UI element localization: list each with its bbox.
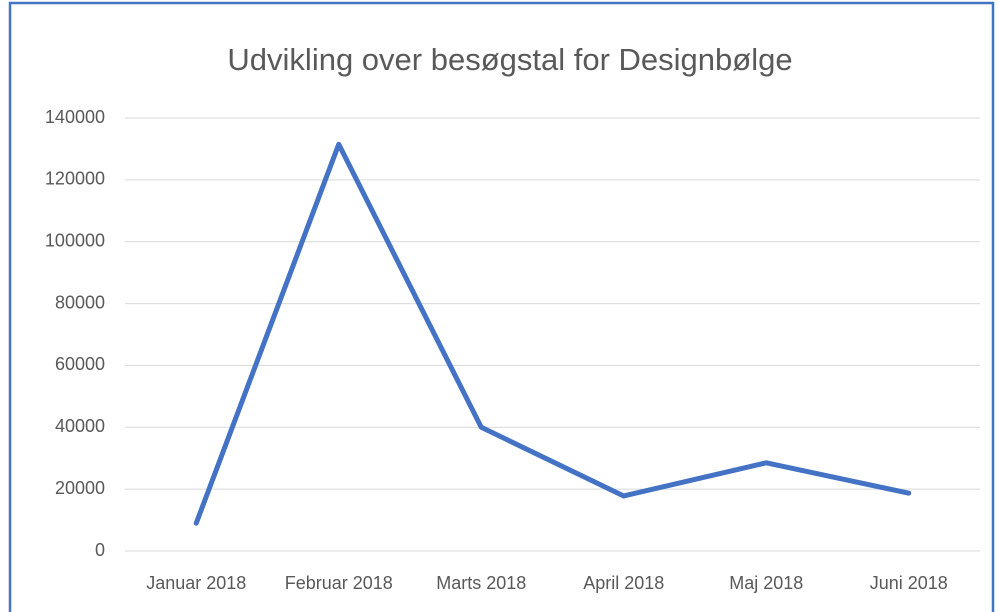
y-tick-label: 120000	[45, 169, 105, 189]
chart-title: Udvikling over besøgstal for Designbølge	[227, 42, 792, 77]
y-tick-label: 20000	[55, 478, 105, 498]
y-tick-label: 60000	[55, 354, 105, 374]
y-tick-label: 40000	[55, 416, 105, 436]
x-tick-label: April 2018	[583, 573, 664, 593]
x-tick-label: Juni 2018	[870, 573, 948, 593]
y-tick-label: 80000	[55, 292, 105, 312]
x-tick-label: Maj 2018	[729, 573, 803, 593]
chart-border	[8, 1, 995, 612]
data-line	[193, 141, 912, 526]
y-tick-label: 0	[95, 540, 105, 560]
x-tick-label: Februar 2018	[285, 573, 393, 593]
y-tick-label: 140000	[45, 107, 105, 127]
x-tick-label: Januar 2018	[146, 573, 246, 593]
y-tick-label: 100000	[45, 230, 105, 250]
x-tick-label: Marts 2018	[436, 573, 526, 593]
